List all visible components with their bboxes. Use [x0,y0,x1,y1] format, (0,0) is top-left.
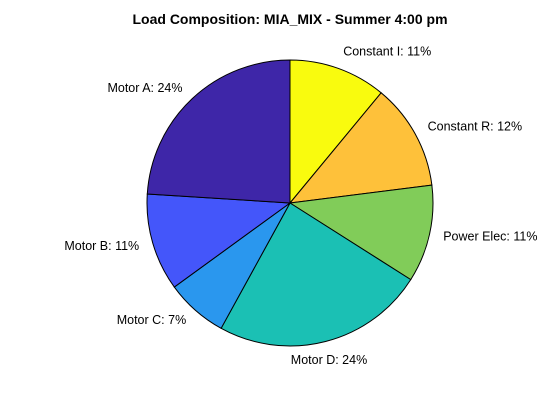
pie-slice-5 [146,193,292,288]
pie-slice-1 [288,92,433,204]
pie-slice-6 [146,59,291,204]
pie-slices [146,59,434,347]
pie-slice-2 [288,184,434,281]
chart-title: Load Composition: MIA_MIX - Summer 4:00 … [132,11,447,27]
pie-label-6: Motor A: 24% [107,81,182,95]
pie-label-2: Power Elec: 11% [443,229,537,243]
pie-label-1: Constant R: 12% [428,120,522,134]
pie-labels: Constant I: 11% Constant R: 12% Power Elec… [64,44,537,367]
pie-label-3: Motor D: 24% [291,353,367,367]
pie-label-5: Motor B: 11% [64,239,139,253]
pie-label-0: Constant I: 11% [343,44,431,58]
pie-label-4: Motor C: 7% [117,313,186,327]
pie-slice-3 [220,202,412,347]
pie-slice-0 [289,59,382,205]
